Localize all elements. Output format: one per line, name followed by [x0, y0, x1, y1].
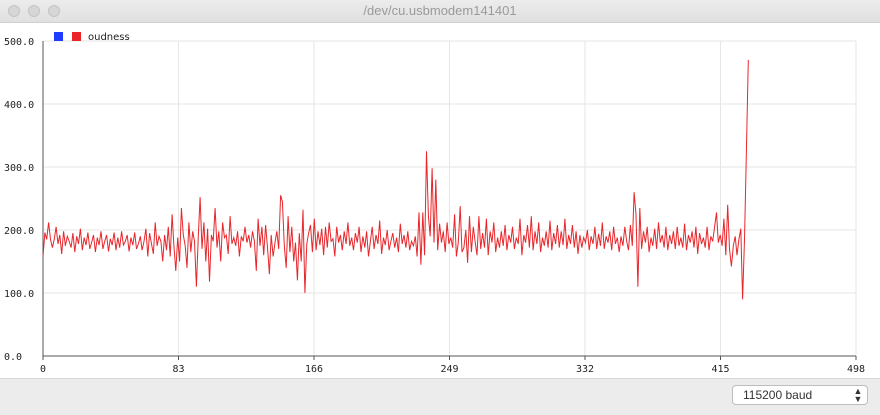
zoom-window-button[interactable] — [48, 5, 60, 17]
legend-label: oudness — [88, 32, 130, 43]
updown-chevron-icon: ▲ ▼ — [853, 386, 863, 404]
x-tick-label: 0 — [40, 364, 46, 375]
y-tick-label: 300.0 — [4, 163, 34, 174]
x-tick-label: 249 — [440, 364, 458, 375]
y-tick-label: 400.0 — [4, 100, 34, 111]
legend-swatch — [54, 32, 63, 41]
x-tick-label: 332 — [576, 364, 594, 375]
baud-rate-value: 115200 baud — [743, 388, 813, 402]
serial-plotter-canvas: 0.0 100.0 200.0 300.0 400.0 500.0 0 83 166 249 332… — [0, 23, 880, 378]
x-tick-label: 83 — [172, 364, 184, 375]
close-window-button[interactable] — [8, 5, 20, 17]
line-chart: 0.0 100.0 200.0 300.0 400.0 500.0 0 83 166 249 332… — [4, 32, 865, 375]
y-tick-label: 0.0 — [4, 352, 22, 363]
title-bar: /dev/cu.usbmodem141401 — [0, 0, 880, 23]
x-tick-label: 415 — [711, 364, 729, 375]
window-title: /dev/cu.usbmodem141401 — [363, 3, 517, 18]
x-tick-label: 166 — [305, 364, 323, 375]
legend-swatch — [72, 32, 81, 41]
y-tick-label: 500.0 — [4, 37, 34, 48]
y-tick-label: 100.0 — [4, 289, 34, 300]
x-tick-label: 498 — [847, 364, 865, 375]
minimize-window-button[interactable] — [28, 5, 40, 17]
baud-rate-select[interactable]: 115200 baud ▲ ▼ — [732, 385, 868, 405]
series-line — [42, 59, 749, 300]
bottom-toolbar: 115200 baud ▲ ▼ — [0, 378, 880, 415]
y-tick-label: 200.0 — [4, 226, 34, 237]
